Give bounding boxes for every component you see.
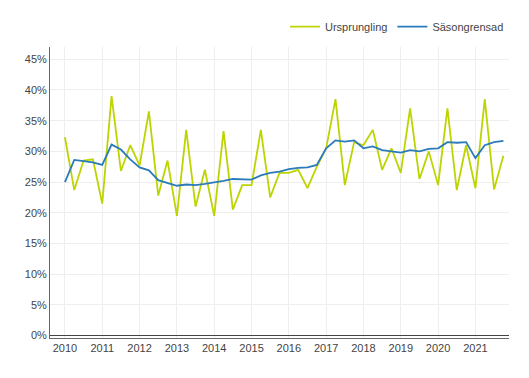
svg-text:Ursprungling: Ursprungling — [325, 21, 387, 33]
svg-text:0%: 0% — [31, 329, 47, 341]
svg-text:2013: 2013 — [165, 342, 189, 354]
svg-text:2014: 2014 — [202, 342, 226, 354]
svg-text:15%: 15% — [25, 237, 47, 249]
svg-text:5%: 5% — [31, 299, 47, 311]
svg-text:45%: 45% — [25, 53, 47, 65]
svg-text:2019: 2019 — [389, 342, 413, 354]
svg-text:2015: 2015 — [239, 342, 263, 354]
svg-text:2020: 2020 — [426, 342, 450, 354]
svg-text:2018: 2018 — [351, 342, 375, 354]
svg-text:2016: 2016 — [277, 342, 301, 354]
svg-text:2021: 2021 — [463, 342, 487, 354]
svg-text:2017: 2017 — [314, 342, 338, 354]
svg-text:20%: 20% — [25, 207, 47, 219]
svg-text:2011: 2011 — [90, 342, 114, 354]
svg-text:Säsongrensad: Säsongrensad — [432, 21, 503, 33]
svg-text:2012: 2012 — [127, 342, 151, 354]
svg-text:40%: 40% — [25, 84, 47, 96]
svg-text:30%: 30% — [25, 145, 47, 157]
svg-text:35%: 35% — [25, 115, 47, 127]
svg-text:2010: 2010 — [53, 342, 77, 354]
svg-text:25%: 25% — [25, 176, 47, 188]
svg-text:10%: 10% — [25, 268, 47, 280]
